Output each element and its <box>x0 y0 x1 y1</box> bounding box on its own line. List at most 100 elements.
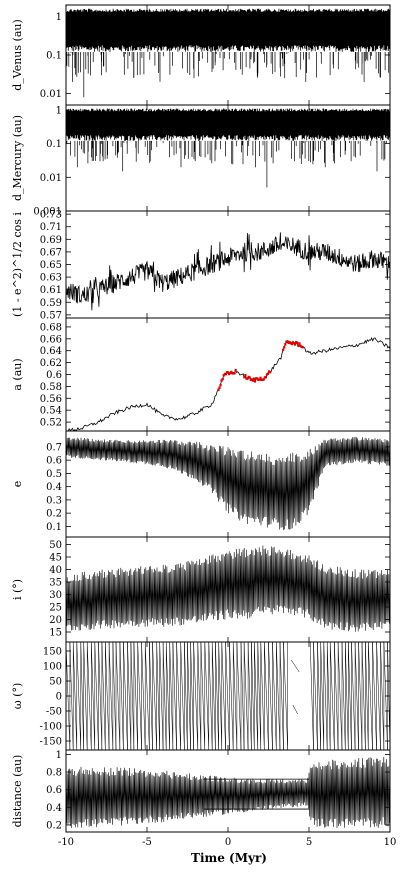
highlight-point <box>248 376 251 379</box>
circulation-trace <box>66 642 390 750</box>
highlight-point <box>251 379 255 382</box>
y-tick-label: 0.64 <box>40 346 62 357</box>
y-tick-label: 0.68 <box>40 322 62 333</box>
highlight-point <box>217 388 220 392</box>
highlight-point <box>283 346 286 349</box>
y-tick-label: 15 <box>49 628 62 639</box>
y-tick-label: 45 <box>49 553 62 564</box>
panel-omega: 150 100 50 0 -50 -100 -150 ω (°) <box>11 641 391 751</box>
y-tick-label: 0.2 <box>46 820 62 831</box>
highlight-point <box>244 373 247 377</box>
y-tick-label: 100 <box>43 662 62 673</box>
oscillation-trace <box>66 756 390 829</box>
close-approach-dips <box>66 140 387 188</box>
y-tick-label: 0.71 <box>40 222 62 233</box>
x-tick-label: -5 <box>142 837 152 848</box>
y-tick-label: 0.8 <box>46 768 62 779</box>
highlight-point <box>298 342 301 345</box>
y-tick-label: 25 <box>49 603 62 614</box>
highlight-point <box>297 344 300 347</box>
y-tick-label: 0.3 <box>46 495 62 506</box>
oscillation-trace <box>66 545 390 632</box>
y-axis-label: (1 - e^2)^1/2 cos i <box>11 212 24 317</box>
highlight-point <box>219 383 222 387</box>
x-tick-label: 10 <box>384 837 397 848</box>
y-tick-label: 0.54 <box>40 406 62 417</box>
y-tick-label: 1 <box>56 12 62 23</box>
series-distance <box>66 756 390 829</box>
series-inclination <box>66 545 390 632</box>
x-tick-label: -10 <box>58 837 74 848</box>
y-tick-label: 0.69 <box>40 235 62 246</box>
highlight-point <box>293 343 297 346</box>
y-tick-label: 150 <box>43 647 62 658</box>
highlight-point <box>233 372 236 375</box>
panel-dmercury: 1 0.1 0.01 0.001 d_Mercury (au) <box>11 104 391 218</box>
y-tick-label: 0.59 <box>40 298 62 309</box>
highlight-point <box>218 386 221 390</box>
y-tick-label: -50 <box>46 707 62 718</box>
series-eccentricity <box>66 436 390 531</box>
y-tick-label: 0.7 <box>46 442 62 453</box>
panel-semimajor: 0.680.660.640.620.60.580.560.540.52 a (au… <box>11 317 391 432</box>
close-approach-dips <box>66 52 390 98</box>
highlight-point <box>266 372 270 375</box>
highlight-point <box>301 346 304 349</box>
y-tick-label: 0.4 <box>46 482 62 493</box>
highlight-point <box>269 371 272 374</box>
y-tick-label: 0.01 <box>40 173 62 184</box>
y-axis-label: ω (°) <box>11 683 24 710</box>
highlight-point <box>282 348 285 352</box>
highlight-point <box>262 378 265 381</box>
y-tick-label: -100 <box>40 722 62 733</box>
y-tick-label: 50 <box>49 677 62 688</box>
band-trace <box>66 8 390 52</box>
x-axis-label: Time (Myr) <box>191 851 267 865</box>
y-tick-label: 0.6 <box>46 456 62 467</box>
y-tick-label: 0.62 <box>40 358 62 369</box>
tisserand-trace <box>66 232 390 311</box>
y-tick-label: 0.67 <box>40 247 62 258</box>
series-tisserand <box>66 232 390 311</box>
y-tick-label: 50 <box>49 540 62 551</box>
x-axis: -10 -5 0 5 10 <box>58 5 396 848</box>
highlight-point <box>256 377 259 380</box>
highlight-point <box>252 377 256 380</box>
band-trace <box>66 108 390 141</box>
y-tick-label: -150 <box>40 737 62 748</box>
panel-distance: 1 0.8 0.6 0.4 0.2 distance (au) <box>11 749 391 833</box>
highlight-point <box>290 342 293 346</box>
y-tick-label: 20 <box>49 615 62 626</box>
y-tick-label: 0.1 <box>46 522 62 533</box>
x-tick-label: 5 <box>306 837 312 848</box>
y-axis-label: d_Venus (au) <box>11 19 24 91</box>
panels-group: 1 0.1 0.01 d_Venus (au) 1 0.1 0.01 0.001 d_Mercu… <box>11 4 391 833</box>
y-tick-label: 0.1 <box>46 51 62 62</box>
y-tick-label: 0.58 <box>40 382 62 393</box>
y-axis-label: d_Mercury (au) <box>11 115 24 201</box>
y-tick-label: 0.57 <box>40 310 62 321</box>
y-tick-label: 0.01 <box>40 89 62 100</box>
semimajor-trace <box>67 336 390 431</box>
highlight-point <box>254 380 257 383</box>
y-tick-label: 0.63 <box>40 273 62 284</box>
y-tick-label: 0 <box>56 692 62 703</box>
y-tick-label: 0.6 <box>46 370 62 381</box>
panel-eccentricity: 0.7 0.6 0.5 0.4 0.3 0.2 0.1 e <box>11 430 391 538</box>
oscillation-trace <box>66 436 390 531</box>
y-tick-label: 40 <box>49 565 62 576</box>
highlight-point <box>259 376 262 380</box>
highlight-point <box>258 378 261 381</box>
highlight-point <box>222 374 225 377</box>
series-dmercury <box>66 108 390 188</box>
x-tick-label: 0 <box>225 837 231 848</box>
highlight-point <box>221 377 224 381</box>
highlight-point <box>264 375 267 379</box>
series-dvenus <box>66 8 390 98</box>
y-tick-label: 0.73 <box>40 210 62 221</box>
highlight-point <box>224 372 228 376</box>
y-tick-label: 0.65 <box>40 260 62 271</box>
highlight-point <box>284 343 287 346</box>
highlight-point <box>286 340 289 343</box>
